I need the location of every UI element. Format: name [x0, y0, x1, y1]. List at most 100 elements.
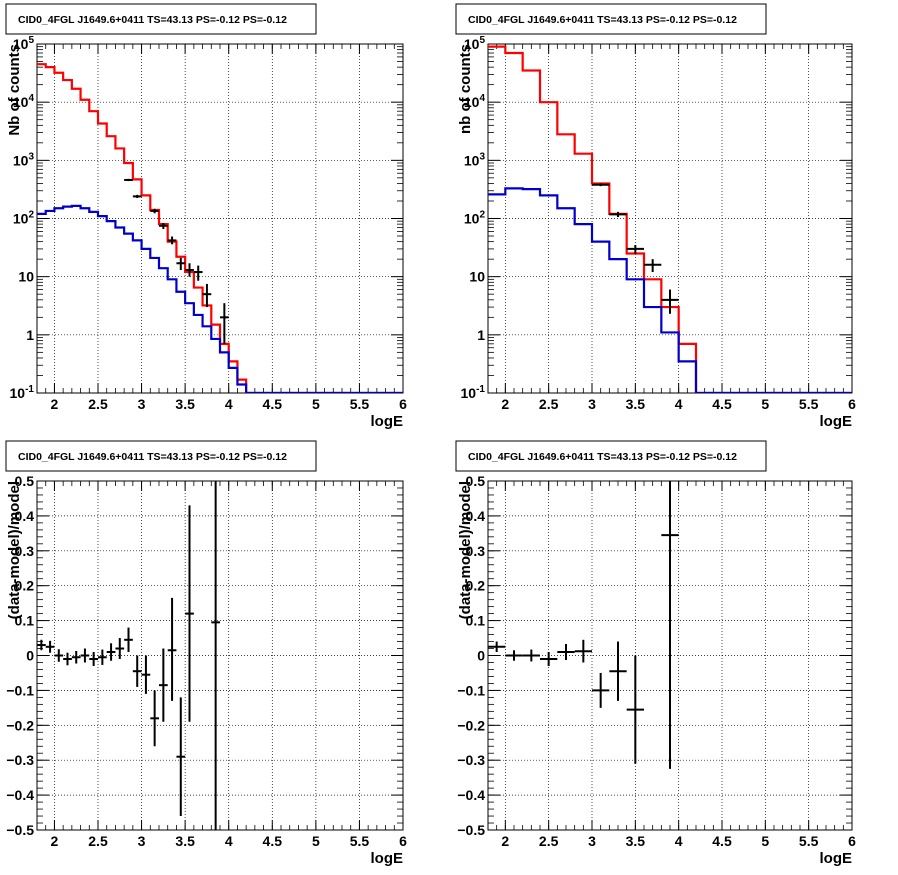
x-tick-label: 2.5	[539, 396, 559, 412]
data-point	[557, 643, 575, 661]
x-tick-label: 4	[675, 396, 683, 412]
x-tick-label: 3	[138, 833, 146, 849]
x-tick-label: 2.5	[88, 833, 108, 849]
y-tick-label: 0	[26, 648, 34, 664]
y-tick-label: −0.5	[457, 822, 485, 838]
y-axis-title: (data-model)/model	[457, 481, 474, 619]
x-tick-label: 2.5	[539, 833, 559, 849]
data-point	[626, 655, 644, 764]
x-tick-label: 3.5	[626, 833, 646, 849]
series-group	[37, 63, 403, 393]
y-tick-label: 105	[464, 35, 486, 52]
chart-title: CID0_4FGL J1649.6+0411 TS=43.13 PS=-0.12…	[18, 451, 287, 463]
data-point	[167, 236, 177, 245]
y-tick-label: −0.2	[6, 717, 34, 733]
y-tick-label: 0.2	[466, 578, 486, 594]
background-step-line	[37, 204, 403, 393]
data-point	[141, 655, 151, 694]
title-box	[5, 440, 317, 472]
x-tick-label: 5	[312, 833, 320, 849]
model-step-line	[37, 63, 403, 393]
x-tick-label: 5	[761, 396, 769, 412]
data-point	[71, 650, 81, 664]
series-group	[488, 481, 679, 769]
y-axis-title: Nb of counts	[6, 44, 23, 136]
data-point	[159, 222, 168, 229]
y-tick-label: 102	[464, 210, 486, 227]
chart-title: CID0_4FGL J1649.6+0411 TS=43.13 PS=-0.12…	[18, 14, 287, 26]
y-tick-label: 105	[13, 35, 35, 52]
x-tick-label: 2.5	[88, 396, 108, 412]
data-point	[661, 289, 679, 314]
y-tick-label: −0.4	[6, 787, 34, 803]
data-point	[45, 640, 55, 653]
data-point	[159, 648, 168, 722]
data-point	[132, 655, 142, 687]
y-tick-label: 10	[469, 269, 485, 285]
y-tick-label: 103	[464, 151, 486, 168]
x-tick-label: 3.5	[175, 396, 195, 412]
data-point	[63, 652, 72, 666]
y-tick-label: 102	[13, 210, 35, 227]
y-tick-label: 0.2	[15, 578, 35, 594]
x-tick-label: 2	[501, 396, 509, 412]
y-tick-label: 0	[477, 648, 485, 664]
x-tick-label: 5.5	[799, 396, 819, 412]
y-tick-label: −0.3	[457, 752, 485, 768]
x-tick-label: 3	[588, 833, 596, 849]
data-point	[522, 649, 540, 662]
y-tick-label: 1	[477, 327, 485, 343]
y-tick-label: 0.1	[466, 613, 486, 629]
x-tick-label: 3.5	[626, 396, 646, 412]
data-point	[202, 283, 212, 308]
title-box	[455, 3, 767, 35]
y-axis-title: (data-model)/model	[6, 481, 23, 619]
y-tick-label: 1	[26, 327, 34, 343]
x-tick-label: 4.5	[712, 396, 732, 412]
data-point	[98, 649, 107, 665]
data-point	[193, 265, 203, 281]
x-tick-label: 4.5	[712, 833, 732, 849]
data-point	[167, 597, 177, 701]
y-tick-label: 0.4	[15, 508, 35, 524]
x-axis-title: logE	[820, 850, 853, 867]
x-tick-label: 3	[138, 396, 146, 412]
data-point	[592, 672, 610, 708]
chart-title: CID0_4FGL J1649.6+0411 TS=43.13 PS=-0.12…	[468, 451, 737, 463]
x-tick-label: 3	[588, 396, 596, 412]
chart-panel-4: CID0_4FGL J1649.6+0411 TS=43.13 PS=-0.12…	[455, 440, 856, 867]
data-point	[488, 641, 506, 653]
y-tick-label: −0.4	[457, 787, 485, 803]
x-tick-label: 4.5	[263, 833, 283, 849]
data-point	[609, 641, 627, 701]
data-point	[150, 690, 159, 747]
y-tick-label: −0.1	[457, 682, 485, 698]
x-axis-title: logE	[371, 413, 404, 430]
data-point	[505, 650, 523, 661]
data-point	[185, 505, 194, 722]
data-point	[89, 652, 98, 666]
y-tick-label: 103	[13, 151, 35, 168]
y-axis-title: nb of counts	[457, 44, 474, 134]
data-point	[185, 263, 194, 277]
x-tick-label: 5.5	[799, 833, 819, 849]
data-point	[54, 649, 64, 662]
data-point	[626, 245, 644, 254]
data-point	[115, 638, 125, 659]
chart-panel-1: CID0_4FGL J1649.6+0411 TS=43.13 PS=-0.12…	[5, 3, 407, 430]
title-box	[455, 440, 767, 472]
x-axis-title: logE	[820, 413, 853, 430]
y-tick-label: 104	[464, 93, 486, 110]
y-tick-label: 0.5	[15, 473, 35, 489]
y-tick-label: 0.5	[466, 473, 486, 489]
x-tick-label: 6	[399, 833, 407, 849]
y-tick-label: 10-1	[10, 384, 35, 401]
y-tick-label: 0.1	[15, 613, 35, 629]
x-tick-label: 6	[848, 396, 856, 412]
x-tick-label: 4	[675, 833, 683, 849]
x-tick-label: 5.5	[350, 396, 370, 412]
x-tick-label: 4	[225, 833, 233, 849]
y-tick-label: 0.3	[466, 543, 486, 559]
data-point	[220, 303, 229, 344]
